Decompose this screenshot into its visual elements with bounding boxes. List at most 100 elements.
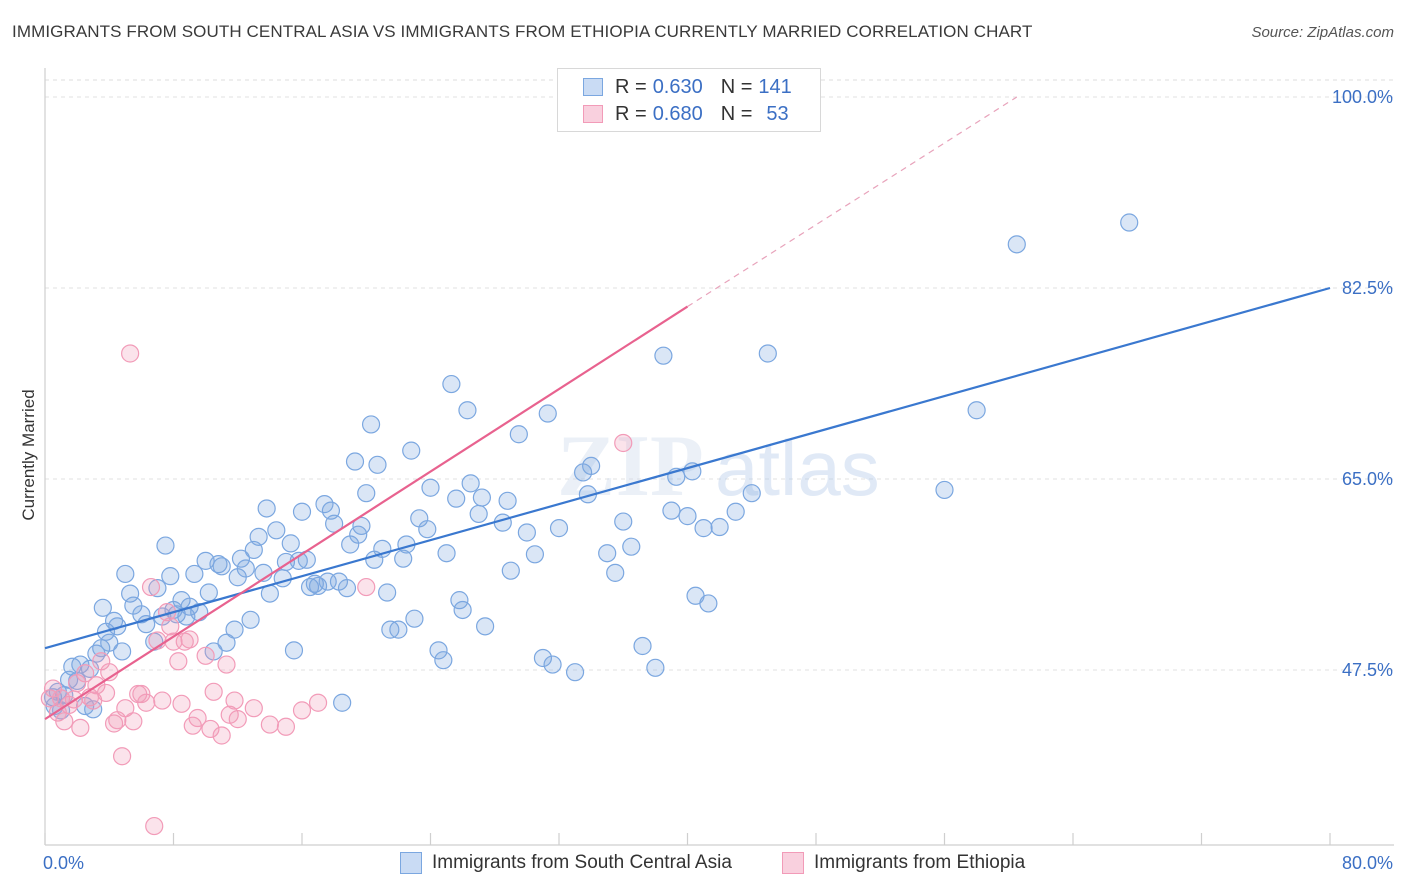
bottom-legend-label: Immigrants from South Central Asia	[432, 852, 732, 873]
point-south-central-asia	[472, 488, 491, 507]
point-south-central-asia	[315, 495, 334, 514]
point-south-central-asia	[614, 512, 633, 531]
point-south-central-asia	[361, 415, 381, 434]
point-south-central-asia	[606, 563, 625, 582]
bottom-legend-ethiopia: Immigrants from Ethiopia	[782, 852, 1025, 874]
point-south-central-asia	[429, 641, 448, 660]
y-tick-label: 82.5%	[1342, 278, 1393, 298]
point-south-central-asia	[469, 504, 488, 524]
point-south-central-asia	[93, 598, 112, 617]
point-south-central-asia	[368, 455, 387, 474]
point-south-central-asia	[209, 555, 228, 574]
point-ethiopia	[188, 708, 207, 728]
point-ethiopia	[244, 699, 263, 718]
point-ethiopia	[308, 693, 328, 712]
point-ethiopia	[96, 683, 116, 703]
point-ethiopia	[137, 693, 156, 712]
point-ethiopia	[169, 652, 188, 671]
legend-r-label: R =	[615, 75, 647, 98]
point-ethiopia	[217, 655, 236, 674]
point-south-central-asia	[357, 484, 376, 503]
point-south-central-asia	[241, 610, 260, 629]
point-south-central-asia	[450, 591, 469, 610]
legend: R = 0.630 N = 141 R = 0.680 N = 53	[557, 68, 821, 132]
point-ethiopia	[180, 630, 199, 649]
point-south-central-asia	[509, 425, 528, 444]
data-points	[40, 213, 1139, 836]
point-south-central-asia	[1120, 213, 1139, 232]
legend-n-label: N =	[720, 102, 753, 125]
point-south-central-asia	[156, 536, 175, 555]
point-south-central-asia	[533, 648, 553, 668]
point-south-central-asia	[967, 401, 986, 420]
point-ethiopia	[228, 710, 247, 729]
point-south-central-asia	[699, 594, 718, 613]
point-ethiopia	[357, 577, 376, 597]
point-south-central-asia	[116, 564, 135, 584]
point-south-central-asia	[112, 642, 132, 661]
point-south-central-asia	[236, 559, 255, 578]
point-ethiopia	[614, 433, 633, 453]
trend-line-ethiopia	[44, 305, 689, 721]
point-south-central-asia	[345, 452, 365, 471]
point-south-central-asia	[292, 502, 312, 521]
legend-row-south-central-asia: R = 0.630 N = 141	[583, 75, 792, 99]
point-south-central-asia	[267, 521, 286, 540]
point-ethiopia	[292, 701, 312, 720]
point-south-central-asia	[405, 609, 424, 628]
point-south-central-asia	[694, 519, 713, 538]
point-south-central-asia	[742, 484, 761, 503]
axes	[44, 68, 1394, 846]
point-ethiopia	[132, 684, 151, 704]
point-south-central-asia	[447, 489, 466, 508]
legend-row-ethiopia: R = 0.680 N = 53	[583, 102, 789, 126]
point-ethiopia	[153, 691, 172, 710]
point-south-central-asia	[212, 557, 231, 576]
point-south-central-asia	[538, 404, 557, 423]
point-ethiopia	[196, 646, 215, 665]
point-south-central-asia	[453, 600, 472, 620]
point-south-central-asia	[161, 567, 180, 586]
watermark-atlas: atlas	[715, 424, 880, 512]
point-south-central-asia	[476, 617, 495, 636]
point-south-central-asia	[185, 564, 204, 584]
point-south-central-asia	[333, 693, 352, 712]
point-south-central-asia	[710, 517, 729, 537]
point-ethiopia	[204, 682, 223, 701]
point-south-central-asia	[352, 516, 371, 536]
point-south-central-asia	[565, 663, 585, 682]
point-south-central-asia	[281, 534, 300, 553]
point-south-central-asia	[337, 579, 357, 598]
legend-n-value: 141	[758, 75, 792, 98]
point-south-central-asia	[501, 561, 520, 580]
point-south-central-asia	[498, 491, 517, 510]
point-south-central-asia	[678, 507, 697, 526]
point-south-central-asia	[622, 537, 641, 556]
watermark: ZIP atlas	[557, 418, 880, 515]
point-south-central-asia	[257, 499, 276, 518]
legend-swatch-blue	[583, 78, 603, 96]
point-south-central-asia	[517, 523, 536, 542]
point-south-central-asia	[543, 655, 562, 674]
y-axis-label: Currently Married	[19, 389, 38, 520]
legend-r-value: 0.680	[652, 102, 703, 125]
point-south-central-asia	[402, 441, 421, 460]
point-south-central-asia	[148, 579, 167, 598]
bottom-legend-label: Immigrants from Ethiopia	[814, 852, 1026, 873]
bottom-legend-swatch-pink	[782, 852, 804, 874]
point-south-central-asia	[249, 527, 268, 546]
point-ethiopia	[141, 577, 161, 597]
point-south-central-asia	[199, 583, 218, 602]
point-south-central-asia	[654, 346, 673, 365]
point-south-central-asia	[458, 401, 477, 420]
point-ethiopia	[76, 664, 95, 683]
point-south-central-asia	[437, 544, 456, 563]
point-south-central-asia	[461, 474, 480, 493]
point-south-central-asia	[132, 605, 151, 624]
point-south-central-asia	[225, 620, 244, 639]
legend-r-label: R =	[615, 102, 647, 125]
point-ethiopia	[121, 344, 140, 363]
point-ethiopia	[161, 617, 180, 636]
legend-n-label: N =	[720, 75, 753, 98]
